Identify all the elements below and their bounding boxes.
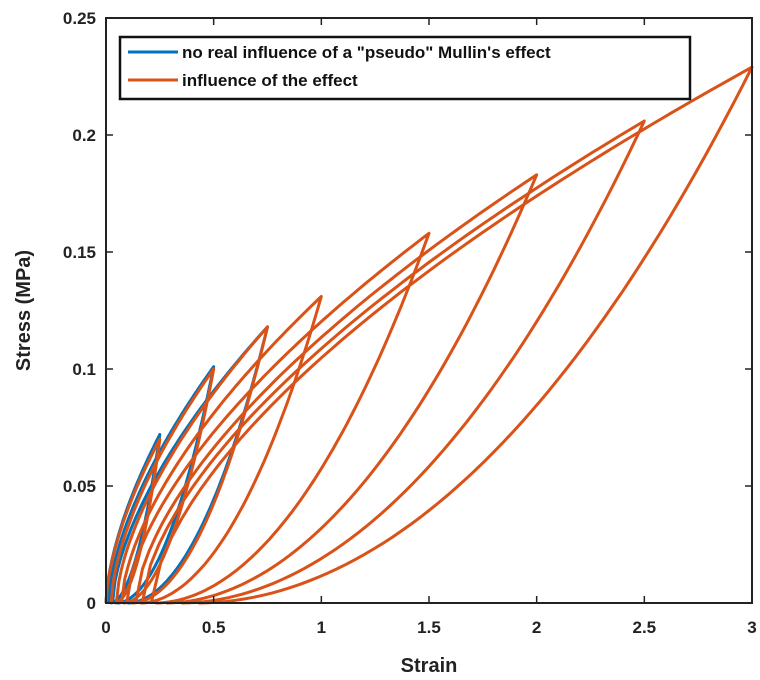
y-tick-label: 0.2	[72, 126, 96, 145]
y-tick-label: 0.25	[63, 9, 96, 28]
hysteresis-loop	[114, 325, 269, 605]
x-tick-label: 2.5	[633, 618, 657, 637]
hysteresis-loop	[107, 365, 216, 605]
hysteresis-loop	[125, 231, 431, 605]
hysteresis-loop	[109, 367, 216, 605]
series-orange	[104, 65, 754, 605]
x-tick-label: 0	[101, 618, 110, 637]
hysteresis-loop	[140, 119, 646, 605]
legend: no real influence of a "pseudo" Mullin's…	[118, 35, 692, 101]
y-axis-title: Stress (MPa)	[13, 250, 35, 371]
hysteresis-loop	[134, 173, 539, 605]
ticks-layer: 0 0.5 1 1.5 2 2.5 3 0 0.05 0.1 0.15 0.2 0.25	[63, 9, 757, 637]
y-tick-label: 0	[87, 594, 96, 613]
y-tick-label: 0.15	[63, 243, 96, 262]
x-tick-label: 1	[317, 618, 326, 637]
hysteresis-loop	[120, 295, 323, 605]
hysteresis-loop	[149, 65, 754, 605]
legend-label-orange: influence of the effect	[182, 71, 358, 90]
legend-box	[118, 35, 692, 101]
x-tick-label: 0.5	[202, 618, 226, 637]
x-tick-label: 2	[532, 618, 541, 637]
series-layer	[104, 65, 754, 605]
x-tick-label: 3	[747, 618, 756, 637]
legend-label-blue: no real influence of a "pseudo" Mullin's…	[182, 43, 551, 62]
x-tick-label: 1.5	[417, 618, 441, 637]
y-tick-label: 0.1	[72, 360, 96, 379]
y-tick-label: 0.05	[63, 477, 96, 496]
plot-frame	[105, 17, 753, 604]
x-axis-title: Strain	[401, 655, 458, 677]
